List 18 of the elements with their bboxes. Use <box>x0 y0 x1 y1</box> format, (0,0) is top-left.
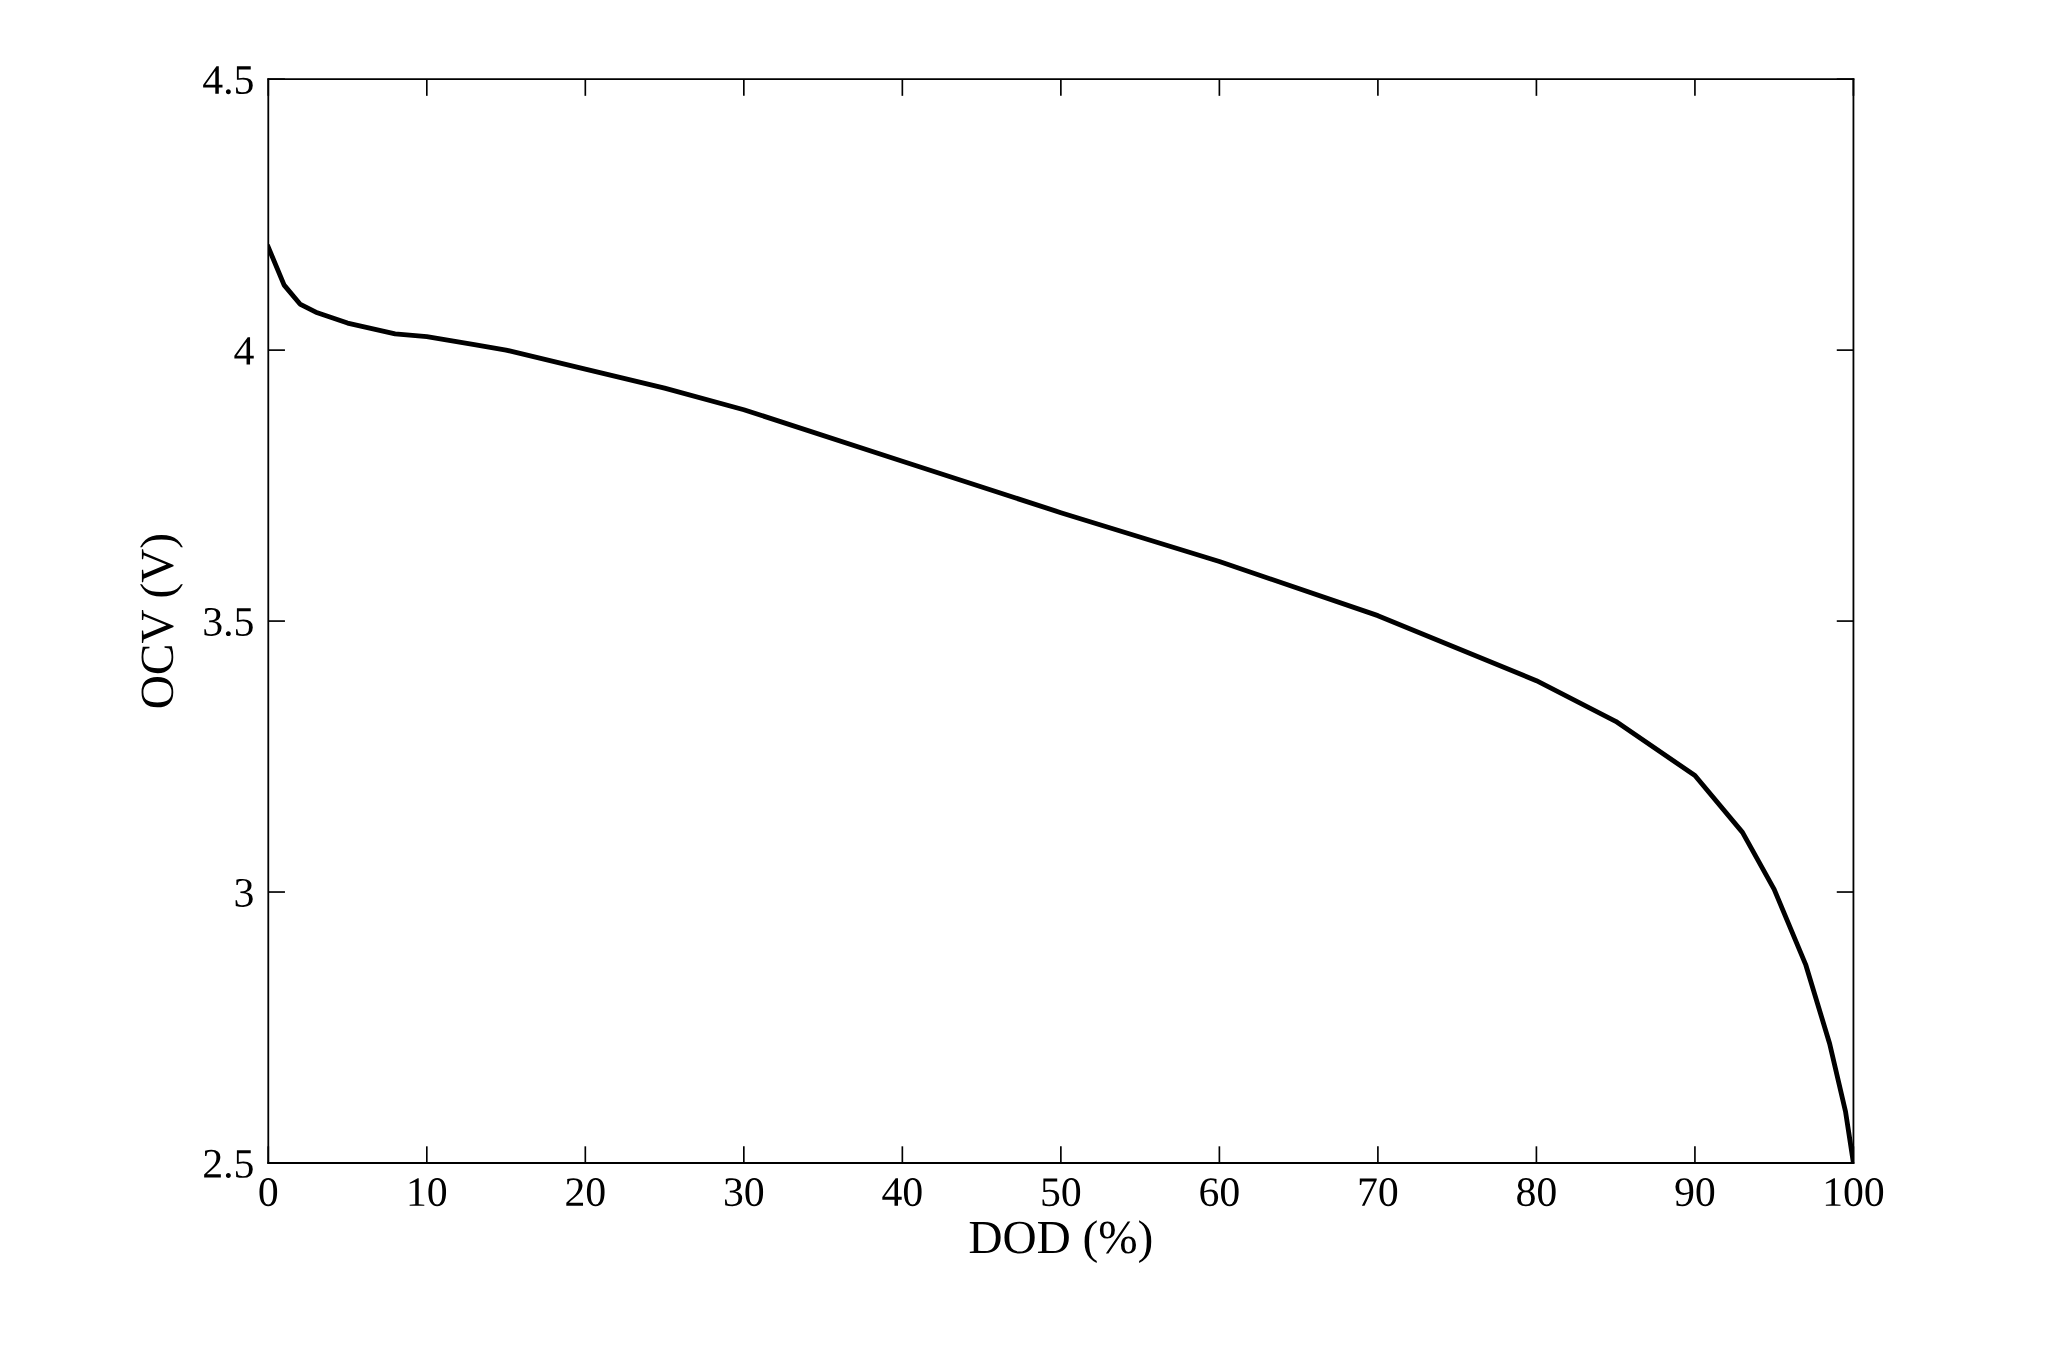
x-tick-label: 80 <box>1517 1178 1556 1207</box>
x-tick-label: 100 <box>1825 1178 1884 1207</box>
x-tick-label: 90 <box>1675 1178 1715 1207</box>
x-tick-label: 10 <box>409 1178 447 1207</box>
x-tick-label: 0 <box>259 1178 278 1207</box>
y-tick-label: 4 <box>234 337 254 365</box>
x-tick-label: 70 <box>1359 1178 1398 1207</box>
x-tick-label: 40 <box>882 1178 922 1207</box>
y-tick-label: 2.5 <box>204 1149 253 1179</box>
x-tick-label: 20 <box>566 1178 605 1207</box>
y-tick-label: 4.5 <box>203 66 253 95</box>
x-tick-label: 60 <box>1200 1178 1239 1207</box>
x-tick-label: 50 <box>1042 1178 1081 1207</box>
y-tick-label: 3 <box>235 878 253 907</box>
x-axis-title: DOD (%) <box>969 1220 1152 1264</box>
y-axis-title: OCV (V) <box>140 535 183 708</box>
y-tick-label: 3.5 <box>204 607 253 637</box>
x-tick-label: 30 <box>724 1178 764 1207</box>
